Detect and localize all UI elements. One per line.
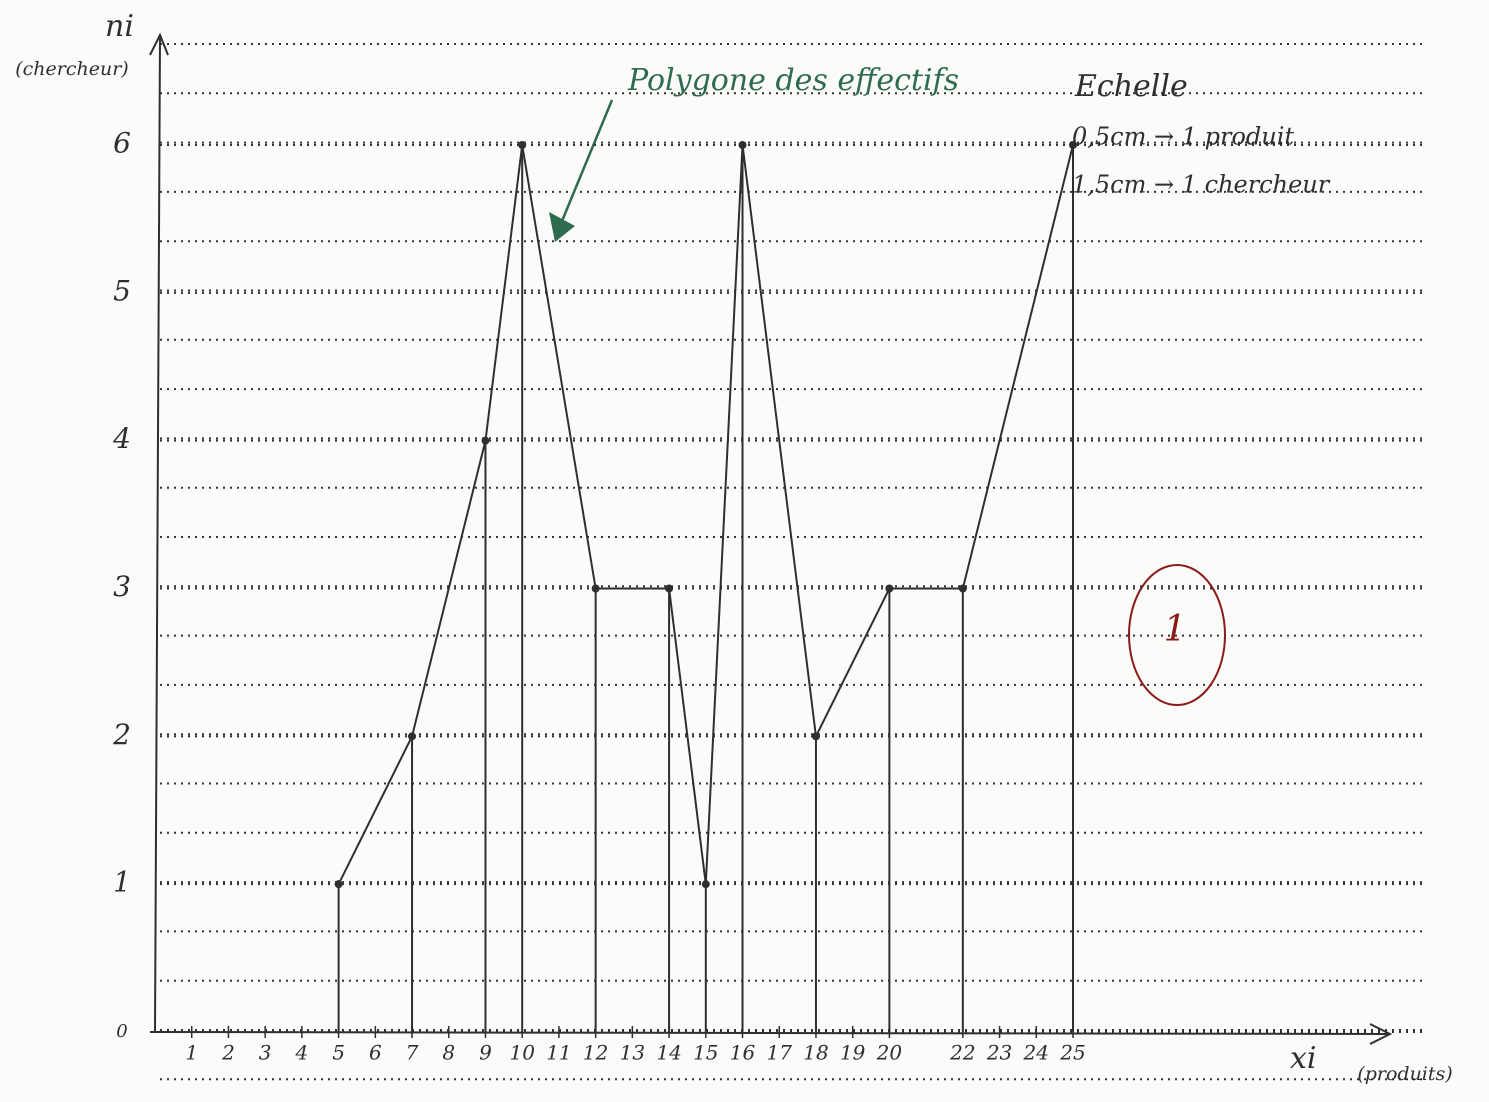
annotation: Polygone des effectifs (627, 63, 959, 98)
y-label: ni (105, 9, 134, 44)
point (885, 585, 893, 593)
annotation-arrowhead (549, 212, 575, 242)
x-tick-label: 17 (767, 1041, 793, 1065)
y-axis (155, 35, 160, 1032)
annotation-arrow (555, 100, 612, 238)
x-tick-label: 11 (546, 1041, 571, 1065)
point (812, 732, 820, 740)
x-tick-label: 7 (406, 1041, 419, 1065)
x-tick-label: 1 (185, 1041, 198, 1065)
y-tick-label: 2 (112, 718, 131, 751)
x-tick-label: 15 (693, 1041, 718, 1065)
x-tick-label: 18 (803, 1041, 828, 1065)
point (702, 880, 710, 888)
point (665, 585, 673, 593)
point (518, 141, 526, 149)
point (1069, 141, 1077, 149)
y-tick-label: 5 (113, 274, 131, 307)
x-tick-label: 9 (479, 1041, 492, 1065)
point (408, 732, 416, 740)
y-tick-label: 0 (116, 1021, 127, 1042)
grade: 1 (1164, 609, 1187, 650)
x-tick-label: 8 (442, 1041, 455, 1065)
x-tick-label: 4 (295, 1041, 309, 1065)
x-tick-label: 25 (1059, 1041, 1085, 1065)
y-tick-label: 6 (113, 127, 131, 160)
y-tick-label: 3 (113, 570, 131, 603)
x-tick-label: 16 (730, 1041, 756, 1065)
x-unit: (produits) (1357, 1063, 1452, 1085)
point (739, 141, 747, 149)
scale-line: 0,5cm → 1 produit (1072, 123, 1294, 151)
x-tick-label: 22 (949, 1041, 975, 1065)
x-tick-label: 20 (876, 1041, 903, 1065)
x-tick-label: 24 (1023, 1041, 1049, 1065)
y-tick-label: 4 (112, 422, 131, 455)
x-tick-label: 19 (840, 1041, 866, 1065)
point (481, 437, 489, 445)
x-label: xi (1290, 1041, 1317, 1076)
x-tick-label: 3 (259, 1041, 272, 1065)
point (959, 585, 967, 593)
scale-line: 1,5cm → 1 chercheur (1072, 171, 1331, 199)
chart: ni (chercheur) xi (produits) Polygone de… (0, 0, 1489, 1102)
paper-lines (160, 44, 1425, 1079)
x-tick-label: 23 (986, 1041, 1012, 1065)
scale-title: Echelle (1074, 69, 1188, 104)
x-tick-label: 12 (583, 1041, 608, 1065)
y-unit: (chercheur) (15, 58, 128, 80)
x-tick-label: 5 (332, 1041, 345, 1065)
x-tick-label: 6 (369, 1041, 382, 1065)
x-tick-label: 10 (509, 1041, 535, 1065)
point (335, 880, 343, 888)
x-tick-label: 13 (620, 1041, 645, 1065)
point (592, 585, 600, 593)
x-tick-label: 14 (656, 1041, 681, 1065)
y-tick-label: 1 (113, 866, 131, 899)
x-tick-label: 2 (221, 1041, 235, 1065)
